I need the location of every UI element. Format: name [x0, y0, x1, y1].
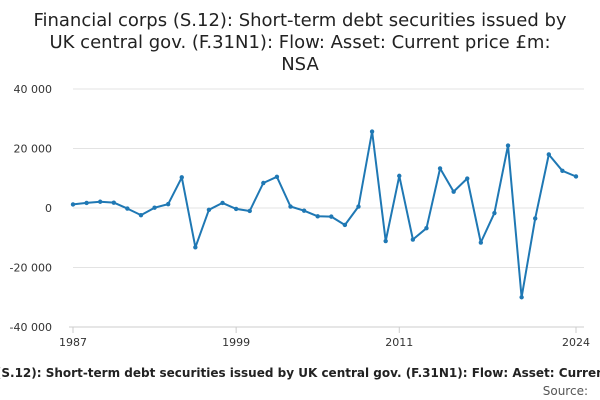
data-point[interactable]: [437, 166, 443, 171]
data-point[interactable]: [369, 129, 375, 134]
chart-title-line-2: UK central gov. (F.31N1): Flow: Asset: C…: [49, 32, 550, 53]
x-tick-label: 2024: [562, 336, 590, 349]
y-tick-label: 20 000: [14, 143, 53, 156]
data-point[interactable]: [84, 200, 89, 206]
x-axis: 1987 1999 2011 2024: [59, 326, 590, 349]
chart-title: Financial corps (S.12): Short-term debt …: [33, 10, 566, 75]
y-tick-label: 0: [45, 202, 52, 215]
data-point[interactable]: [519, 295, 524, 300]
data-point[interactable]: [492, 210, 497, 216]
data-point[interactable]: [301, 208, 307, 213]
data-point[interactable]: [193, 245, 198, 250]
data-point[interactable]: [465, 176, 470, 181]
chart-title-line-3: NSA: [281, 54, 319, 75]
data-point[interactable]: [179, 175, 184, 180]
series-area: [70, 129, 579, 300]
data-point[interactable]: [288, 204, 293, 209]
data-point[interactable]: [206, 207, 212, 212]
data-point[interactable]: [233, 206, 239, 212]
data-point[interactable]: [383, 238, 388, 244]
data-point[interactable]: [451, 189, 456, 194]
data-point[interactable]: [152, 205, 157, 210]
data-point[interactable]: [560, 168, 565, 174]
y-tick-label: 40 000: [14, 83, 53, 96]
x-tick-label: 2011: [385, 336, 413, 349]
x-tick-label: 1999: [222, 336, 250, 349]
y-axis: -40 000 -20 000 0 20 000 40 000: [10, 83, 52, 334]
source-label: Source:: [543, 384, 588, 398]
data-point[interactable]: [165, 201, 171, 207]
data-point[interactable]: [573, 174, 579, 179]
y-tick-label: -20 000: [10, 262, 52, 275]
data-point[interactable]: [274, 174, 280, 179]
data-point[interactable]: [533, 216, 538, 221]
data-point[interactable]: [70, 202, 76, 207]
data-point[interactable]: [478, 240, 484, 245]
data-point[interactable]: [220, 200, 225, 206]
data-point[interactable]: [329, 214, 334, 219]
data-point[interactable]: [397, 173, 402, 179]
data-point[interactable]: [410, 237, 416, 242]
data-point[interactable]: [315, 214, 320, 219]
data-point[interactable]: [261, 180, 266, 186]
data-point[interactable]: [125, 206, 130, 211]
data-point[interactable]: [97, 199, 103, 204]
series-line: [72, 130, 577, 299]
grid-lines: [73, 88, 584, 328]
data-point[interactable]: [505, 143, 511, 148]
data-point[interactable]: [342, 222, 348, 228]
data-point[interactable]: [546, 152, 552, 157]
data-point[interactable]: [247, 208, 252, 214]
data-point[interactable]: [111, 200, 116, 205]
chart-title-line-1: Financial corps (S.12): Short-term debt …: [33, 10, 566, 31]
x-tick-label: 1987: [59, 336, 87, 349]
data-point[interactable]: [424, 226, 429, 231]
series-label: Financial corps (S.12): Short-term debt …: [0, 366, 600, 380]
data-point[interactable]: [138, 212, 144, 218]
data-point[interactable]: [356, 204, 361, 209]
y-tick-label: -40 000: [10, 321, 52, 334]
